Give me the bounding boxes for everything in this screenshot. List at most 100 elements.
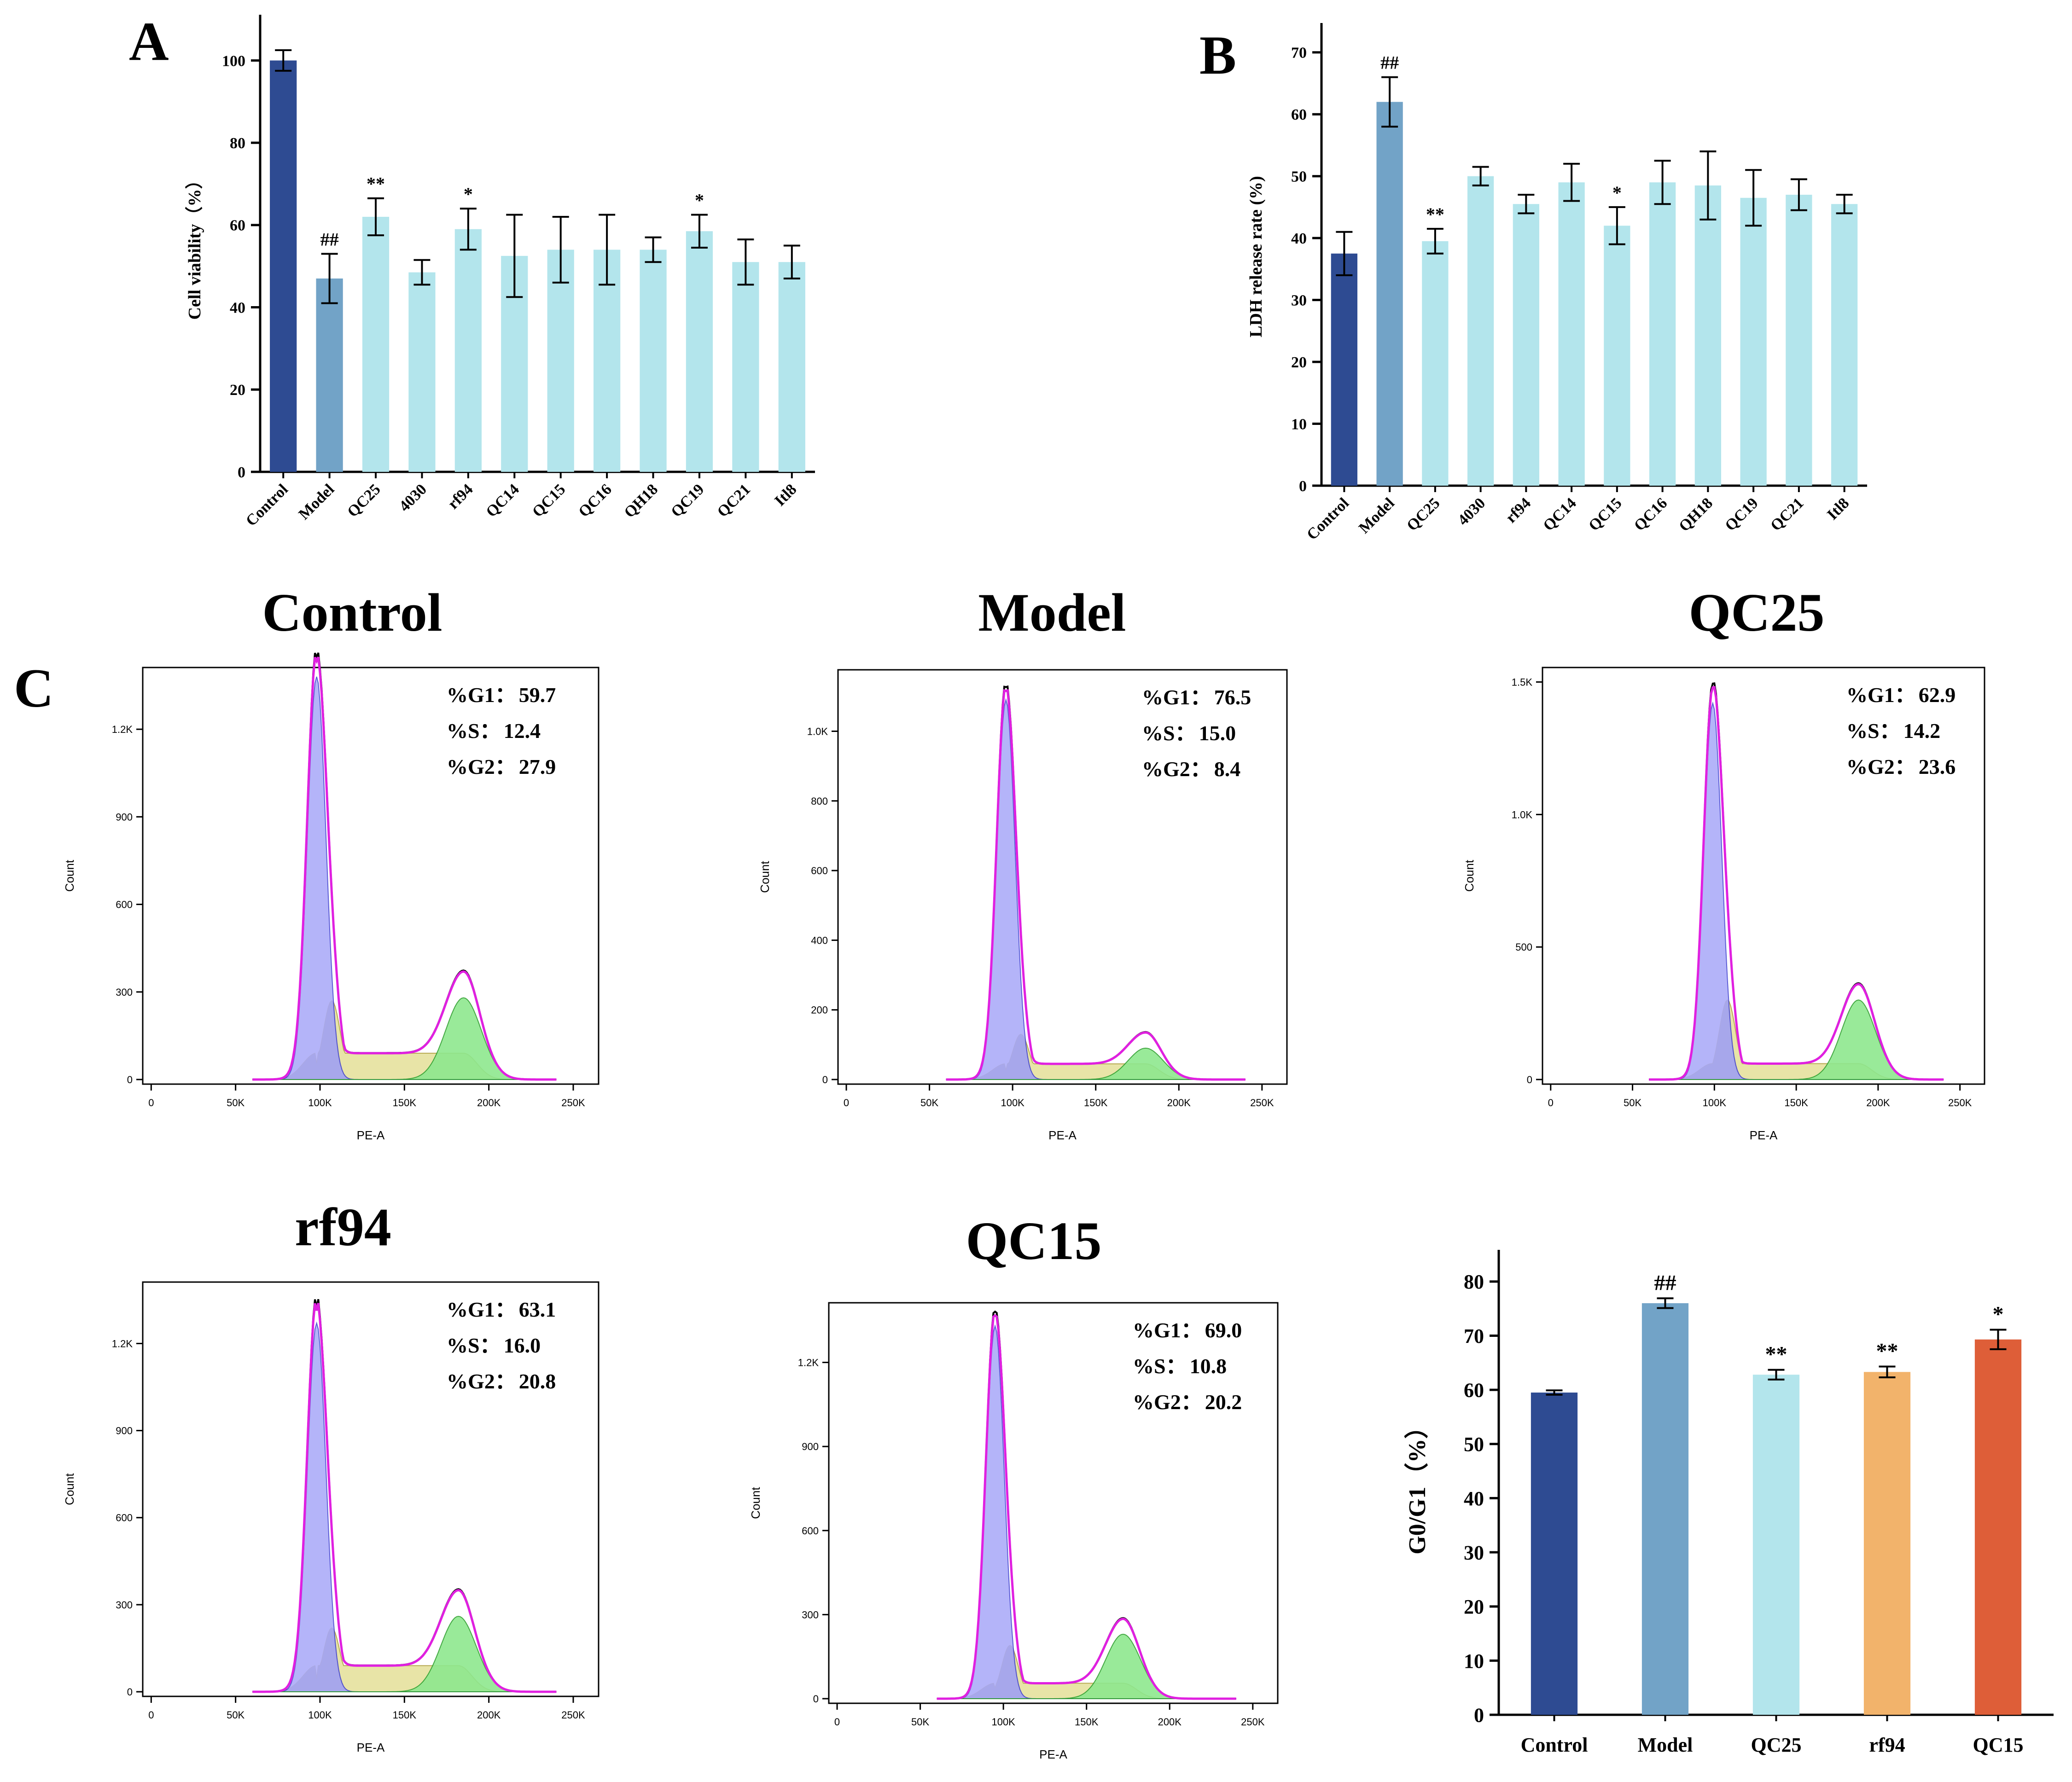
y-tick-label: 1.0K <box>807 726 828 737</box>
x-tick-label: Model <box>1356 494 1398 537</box>
bar-control <box>1331 253 1358 486</box>
x-tick-label: 200K <box>1167 1097 1191 1109</box>
histogram-title: Model <box>978 582 1126 643</box>
significance-mark: ** <box>1426 204 1444 225</box>
x-tick-label: QC21 <box>1767 494 1807 534</box>
y-tick-label: 600 <box>116 899 133 911</box>
y-tick-label: 50 <box>1291 168 1307 186</box>
stat-g1-value: 69.0 <box>1205 1318 1242 1342</box>
stat-g2-value: 20.2 <box>1205 1390 1242 1414</box>
stat-g2: %G2： 20.2 <box>1133 1390 1242 1414</box>
x-tick-label: 0 <box>148 1709 154 1721</box>
y-axis-title: Cell viability（%） <box>185 172 204 320</box>
y-tick-label: 80 <box>1464 1271 1484 1293</box>
bar-qc15 <box>1604 226 1630 486</box>
bar-4030 <box>1467 176 1494 486</box>
y-axis-title: Count <box>63 859 76 892</box>
y-tick-label: 0 <box>127 1686 133 1698</box>
y-tick-label: 60 <box>230 217 245 234</box>
stat-g2-label: %G2： <box>1133 1390 1202 1414</box>
plot-frame <box>828 1302 1279 1704</box>
bar-qc19 <box>1740 197 1767 486</box>
bar-qc21 <box>732 262 759 472</box>
stat-g1: %G1： 62.9 <box>1846 683 1956 707</box>
y-axis-title: G0/G1（%） <box>1404 1415 1431 1554</box>
x-tick-label: 50K <box>911 1716 929 1728</box>
x-tick-label: 100K <box>991 1716 1015 1728</box>
x-tick-label: 50K <box>1624 1097 1641 1109</box>
bar-qc15 <box>547 250 574 472</box>
stat-g1: %G1： 76.5 <box>1142 685 1251 709</box>
model-fit-line <box>252 656 557 1081</box>
histogram-title: QC25 <box>1689 582 1825 643</box>
x-tick-label: QC21 <box>714 481 754 520</box>
y-tick-label: 80 <box>230 135 245 152</box>
x-tick-label: QC25 <box>1751 1734 1802 1756</box>
stat-g2-value: 23.6 <box>1919 755 1956 778</box>
histogram-qc25: QC25 0 50K 100K 150K 200K 250K 0 500 1.0K 1.5K PE-A… <box>1462 582 1985 1142</box>
stat-g2-label: %G2： <box>447 1370 516 1393</box>
stat-s-label: %S： <box>1142 721 1196 745</box>
model-fit-line <box>946 689 1246 1081</box>
x-tick-label: QC19 <box>1722 494 1762 534</box>
x-tick-label: rf94 <box>1502 494 1534 526</box>
y-tick-label: 70 <box>1464 1325 1484 1347</box>
stat-g2: %G2： 23.6 <box>1846 755 1956 778</box>
bar-itl8 <box>778 262 805 472</box>
histogram-rf94: rf94 0 50K 100K 150K 200K 250K 0 300 600 900 1.2K PE… <box>63 1197 599 1754</box>
y-tick-label: 500 <box>1515 941 1532 953</box>
x-tick-label: 4030 <box>1455 494 1489 528</box>
stat-s-value: 14.2 <box>1903 719 1941 743</box>
x-tick-label: 150K <box>393 1097 417 1109</box>
x-tick-label: 100K <box>1703 1097 1727 1109</box>
y-tick-label: 20 <box>1291 354 1307 371</box>
x-tick-label: 200K <box>1866 1097 1890 1109</box>
stat-g1-value: 76.5 <box>1214 685 1251 709</box>
y-tick-label: 40 <box>1464 1487 1484 1510</box>
stat-s: %S： 14.2 <box>1846 719 1940 743</box>
bar-itl8 <box>1831 204 1858 486</box>
x-tick-label: 200K <box>477 1097 501 1109</box>
bar-qc25 <box>1752 1375 1800 1715</box>
y-tick-label: 60 <box>1291 106 1307 123</box>
g1-phase-area <box>937 1324 1236 1699</box>
stat-s-label: %S： <box>447 1334 501 1357</box>
bar-model <box>316 278 343 472</box>
stat-g1: %G1： 59.7 <box>447 683 556 707</box>
y-tick-label: 600 <box>811 865 828 876</box>
stat-g2-label: %G2： <box>447 755 516 778</box>
y-tick-label: 0 <box>813 1693 819 1705</box>
x-tick-label: 250K <box>561 1709 585 1721</box>
y-tick-label: 10 <box>1291 416 1307 433</box>
histogram-control: Control 0 50K 100K 150K 200K 250K 0 300 600 900 1.2… <box>63 582 599 1142</box>
x-tick-label: QC25 <box>1403 494 1443 534</box>
stat-g2: %G2： 8.4 <box>1142 757 1240 781</box>
raw-histogram-line <box>1649 682 1944 1080</box>
y-tick-label: 600 <box>116 1512 133 1524</box>
x-tick-label: 50K <box>227 1097 244 1109</box>
y-tick-label: 900 <box>116 811 133 823</box>
x-tick-label: 0 <box>844 1097 849 1109</box>
x-tick-label: 150K <box>1075 1716 1099 1728</box>
y-tick-label: 0 <box>238 464 245 481</box>
stat-g1-label: %G1： <box>447 1298 516 1321</box>
bar-qc15 <box>1974 1339 2022 1715</box>
stat-g1-value: 63.1 <box>519 1298 556 1321</box>
x-tick-label: 250K <box>1948 1097 1972 1109</box>
y-tick-label: 60 <box>1464 1379 1484 1402</box>
significance-mark: ** <box>1876 1339 1898 1364</box>
y-axis-title: Count <box>758 861 772 893</box>
stat-g2-value: 8.4 <box>1214 757 1241 781</box>
bar-model <box>1641 1303 1689 1715</box>
x-tick-label: 100K <box>308 1709 332 1721</box>
y-tick-label: 900 <box>116 1425 133 1437</box>
x-tick-label: 250K <box>1241 1716 1265 1728</box>
x-tick-label: QC15 <box>529 481 569 520</box>
stat-g2: %G2： 27.9 <box>447 755 556 778</box>
y-axis-title: Count <box>749 1487 762 1519</box>
stat-g1-label: %G1： <box>447 683 516 707</box>
stat-g2-label: %G2： <box>1142 757 1211 781</box>
stat-g2-label: %G2： <box>1846 755 1916 778</box>
y-tick-label: 400 <box>811 935 828 946</box>
stat-g1-label: %G1： <box>1133 1318 1202 1342</box>
